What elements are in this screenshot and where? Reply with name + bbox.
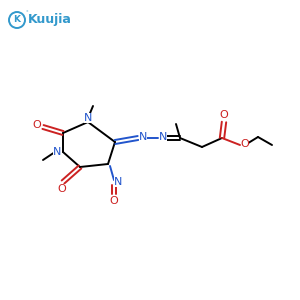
Text: N: N [139,132,147,142]
Text: K: K [14,16,20,25]
Text: N: N [159,132,167,142]
Text: N: N [84,113,92,123]
Text: O: O [241,139,249,149]
Text: O: O [110,196,118,206]
Text: O: O [58,184,66,194]
Text: °: ° [26,11,28,16]
Text: Kuujia: Kuujia [28,14,72,26]
Text: O: O [33,120,41,130]
Text: N: N [53,147,61,157]
Text: O: O [220,110,228,120]
Text: N: N [114,177,122,187]
